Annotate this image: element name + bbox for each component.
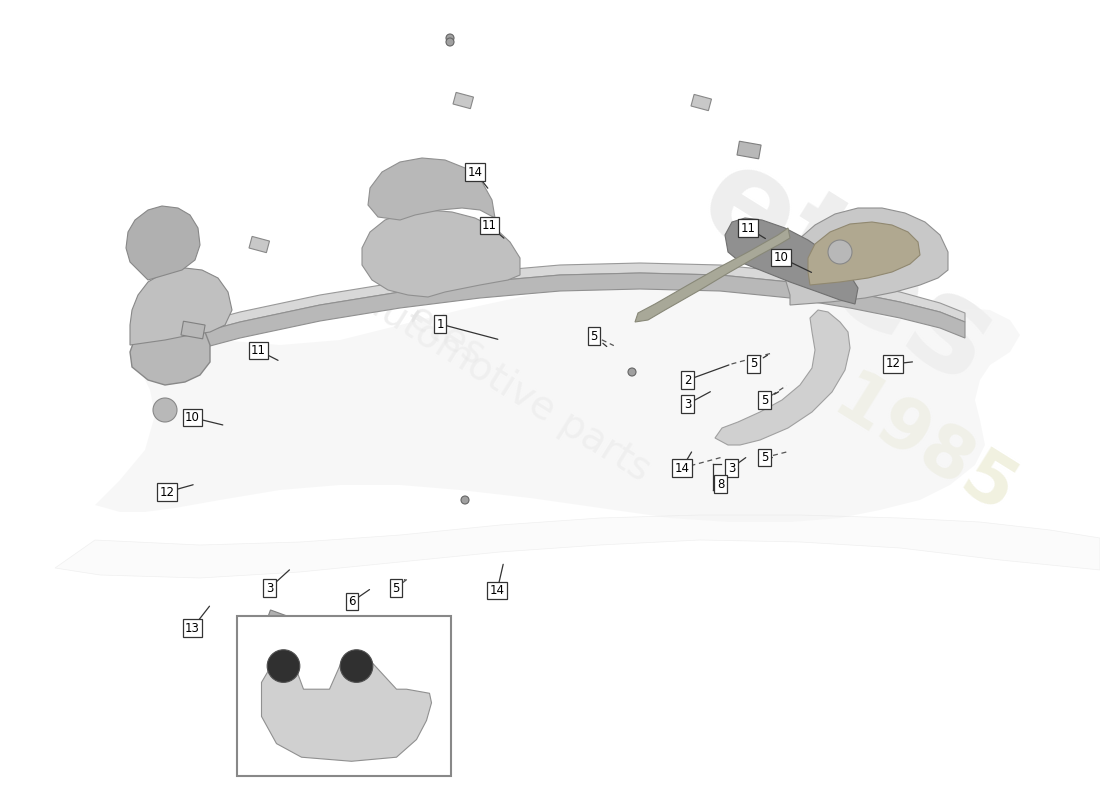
Text: 5: 5: [591, 330, 597, 342]
Circle shape: [461, 496, 469, 504]
Text: etes: etes: [678, 133, 1016, 411]
Polygon shape: [808, 222, 920, 285]
Text: 4: 4: [409, 638, 416, 650]
Text: automotive parts: automotive parts: [354, 279, 658, 489]
Text: etes: etes: [400, 298, 492, 374]
Polygon shape: [95, 280, 1020, 522]
Text: 7: 7: [292, 666, 298, 678]
Polygon shape: [126, 206, 200, 280]
Text: 3: 3: [266, 746, 273, 758]
Text: 3: 3: [728, 462, 735, 474]
Text: 14: 14: [490, 584, 505, 597]
Polygon shape: [55, 515, 1100, 578]
Text: 5: 5: [761, 394, 768, 406]
Polygon shape: [165, 273, 965, 358]
Bar: [249, 237, 270, 253]
Circle shape: [153, 398, 177, 422]
Text: 5: 5: [393, 582, 399, 594]
Polygon shape: [785, 208, 948, 305]
Text: 14: 14: [468, 166, 483, 178]
Bar: [182, 322, 205, 339]
Bar: [302, 664, 334, 688]
Text: 6: 6: [349, 595, 355, 608]
Text: 11: 11: [482, 219, 497, 232]
Text: 3: 3: [684, 398, 691, 410]
Text: 9: 9: [338, 731, 344, 744]
Text: 1: 1: [437, 318, 443, 330]
Text: 8: 8: [717, 478, 724, 490]
Polygon shape: [715, 310, 850, 445]
Text: 3: 3: [266, 582, 273, 594]
Text: 14: 14: [674, 462, 690, 474]
Text: 12: 12: [886, 358, 901, 370]
Polygon shape: [362, 210, 520, 297]
Text: 5: 5: [761, 451, 768, 464]
Polygon shape: [725, 218, 858, 304]
Circle shape: [446, 34, 454, 42]
Polygon shape: [635, 228, 790, 322]
Text: 11: 11: [740, 222, 756, 234]
Text: 12: 12: [160, 486, 175, 498]
Bar: [236, 616, 451, 776]
Circle shape: [267, 650, 300, 682]
Bar: [691, 94, 712, 110]
Polygon shape: [130, 317, 210, 385]
Polygon shape: [368, 158, 495, 220]
Bar: [453, 93, 473, 109]
Polygon shape: [130, 268, 232, 345]
Bar: [737, 142, 761, 159]
Text: 11: 11: [251, 344, 266, 357]
Text: 13: 13: [185, 622, 200, 634]
Circle shape: [828, 240, 852, 264]
Text: 2: 2: [684, 374, 691, 386]
Text: 10: 10: [773, 251, 789, 264]
Polygon shape: [262, 662, 431, 762]
Bar: [265, 610, 292, 633]
Circle shape: [446, 38, 454, 46]
Polygon shape: [165, 263, 965, 342]
Text: 5: 5: [750, 358, 757, 370]
Text: 10: 10: [185, 411, 200, 424]
Circle shape: [340, 650, 373, 682]
Text: 1985: 1985: [821, 366, 1027, 530]
Text: 5: 5: [424, 627, 430, 640]
Circle shape: [628, 368, 636, 376]
